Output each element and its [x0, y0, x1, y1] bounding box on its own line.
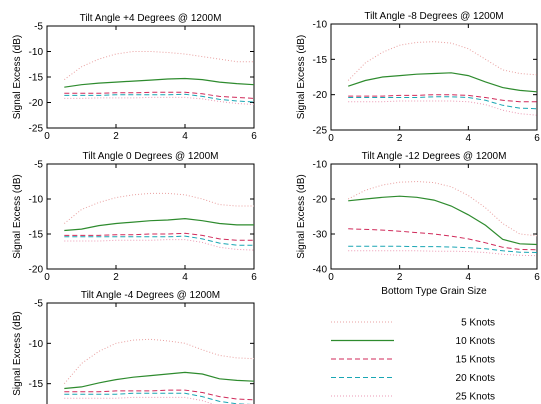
- x-tick-label: 2: [397, 272, 403, 283]
- x-tick-label: 6: [251, 272, 257, 283]
- x-tick-label: 0: [44, 272, 50, 283]
- series-line-5-knots: [347, 180, 537, 237]
- y-axis-label: Signal Excess (dB): [12, 311, 23, 395]
- chart-panel-5: -15 -10 -5 Tilt Angle -4 Degrees @ 1200M Sig…: [12, 290, 255, 404]
- series-line-5-knots: [64, 51, 254, 81]
- x-tick-label: 0: [328, 133, 334, 144]
- panel-title: Tilt Angle -4 Degrees @ 1200M: [81, 290, 220, 301]
- y-tick-label: -5: [34, 22, 43, 33]
- axes-box: [46, 25, 255, 129]
- series-line-20-knots: [348, 245, 537, 253]
- series-line-25-knots: [64, 239, 254, 251]
- series-line-15-knots: [348, 94, 537, 103]
- x-tick-label: 4: [466, 272, 472, 283]
- panel-title: Tilt Angle 0 Degrees @ 1200M: [83, 151, 219, 162]
- y-tick-label: -20: [313, 195, 328, 206]
- y-tick-label: -30: [313, 230, 328, 241]
- x-axis-label: Bottom Type Grain Size: [381, 286, 487, 297]
- x-tick-label: 2: [113, 272, 119, 283]
- series-line-10-knots: [64, 371, 254, 390]
- chart-panel-3: -20 -15 -10 -5 0 2 4 6 Tilt Angle 0 Degrees @ 12…: [12, 151, 257, 283]
- series-line-25-knots: [64, 96, 254, 105]
- y-tick-label: -10: [313, 20, 328, 31]
- y-tick-label: -15: [313, 55, 328, 66]
- series-line-10-knots: [64, 77, 254, 88]
- legend-label: 25 Knots: [456, 392, 495, 403]
- axes-box: [330, 23, 538, 131]
- x-tick-label: 4: [182, 272, 188, 283]
- x-tick-label: 4: [182, 131, 188, 142]
- x-tick-label: 2: [397, 133, 403, 144]
- series-line-5-knots: [347, 41, 537, 81]
- y-tick-label: -15: [29, 230, 44, 241]
- y-tick-label: -20: [313, 90, 328, 101]
- series-line-5-knots: [63, 192, 254, 224]
- x-tick-label: 6: [251, 131, 257, 142]
- x-tick-label: 0: [328, 272, 334, 283]
- axes-box: [46, 302, 255, 404]
- y-axis-label: Signal Excess (dB): [12, 174, 23, 258]
- y-tick-label: -10: [29, 47, 44, 58]
- chart-panel-2: -25 -20 -15 -10 0 2 4 6 Tilt Angle -8 Degrees @ …: [296, 11, 540, 144]
- legend-label: 5 Knots: [461, 318, 495, 329]
- legend: 5 Knots 10 Knots 15 Knots 20 Knots 25 Knots: [331, 318, 495, 403]
- panel-title: Tilt Angle -12 Degrees @ 1200M: [362, 151, 507, 162]
- y-tick-label: -20: [29, 98, 44, 109]
- legend-label: 10 Knots: [456, 336, 495, 347]
- series-line-20-knots: [64, 392, 252, 404]
- y-tick-label: -5: [34, 160, 43, 171]
- series-line-20-knots: [64, 93, 254, 103]
- axes-box: [46, 163, 255, 270]
- legend-label: 20 Knots: [456, 373, 495, 384]
- y-tick-label: -25: [29, 124, 44, 135]
- series-line-10-knots: [348, 195, 537, 246]
- y-tick-label: -5: [34, 299, 43, 310]
- y-tick-label: -15: [29, 73, 44, 84]
- axes-box: [330, 163, 538, 270]
- series-line-10-knots: [348, 72, 537, 93]
- y-axis-label: Signal Excess (dB): [296, 174, 307, 258]
- y-tick-label: -10: [313, 160, 328, 171]
- x-tick-label: 4: [466, 133, 472, 144]
- series-line-20-knots: [348, 96, 537, 110]
- x-tick-label: 0: [44, 131, 50, 142]
- y-tick-label: -10: [29, 339, 44, 350]
- y-tick-label: -20: [29, 265, 44, 276]
- chart-panel-4: -40 -30 -20 -10 0 2 4 6 Tilt Angle -12 Degrees @…: [296, 151, 540, 297]
- series-line-15-knots: [64, 389, 254, 401]
- x-tick-label: 6: [534, 272, 540, 283]
- y-axis-label: Signal Excess (dB): [296, 35, 307, 119]
- y-tick-label: -10: [29, 195, 44, 206]
- series-line-5-knots: [63, 338, 254, 385]
- legend-label: 15 Knots: [456, 355, 495, 366]
- series-line-25-knots: [64, 396, 215, 404]
- chart-panel-1: -25 -20 -15 -10 -5 0 2 4 6 Tilt Angle +4 Degrees …: [12, 13, 257, 142]
- panel-title: Tilt Angle -8 Degrees @ 1200M: [364, 11, 503, 22]
- y-axis-label: Signal Excess (dB): [12, 35, 23, 119]
- series-line-20-knots: [64, 235, 254, 246]
- x-tick-label: 2: [113, 131, 119, 142]
- x-tick-label: 6: [534, 133, 540, 144]
- series-line-10-knots: [64, 217, 254, 232]
- y-tick-label: -25: [313, 126, 328, 137]
- series-line-25-knots: [348, 100, 537, 116]
- y-tick-label: -15: [29, 379, 44, 390]
- panel-title: Tilt Angle +4 Degrees @ 1200M: [80, 13, 222, 24]
- y-tick-label: -40: [313, 265, 328, 276]
